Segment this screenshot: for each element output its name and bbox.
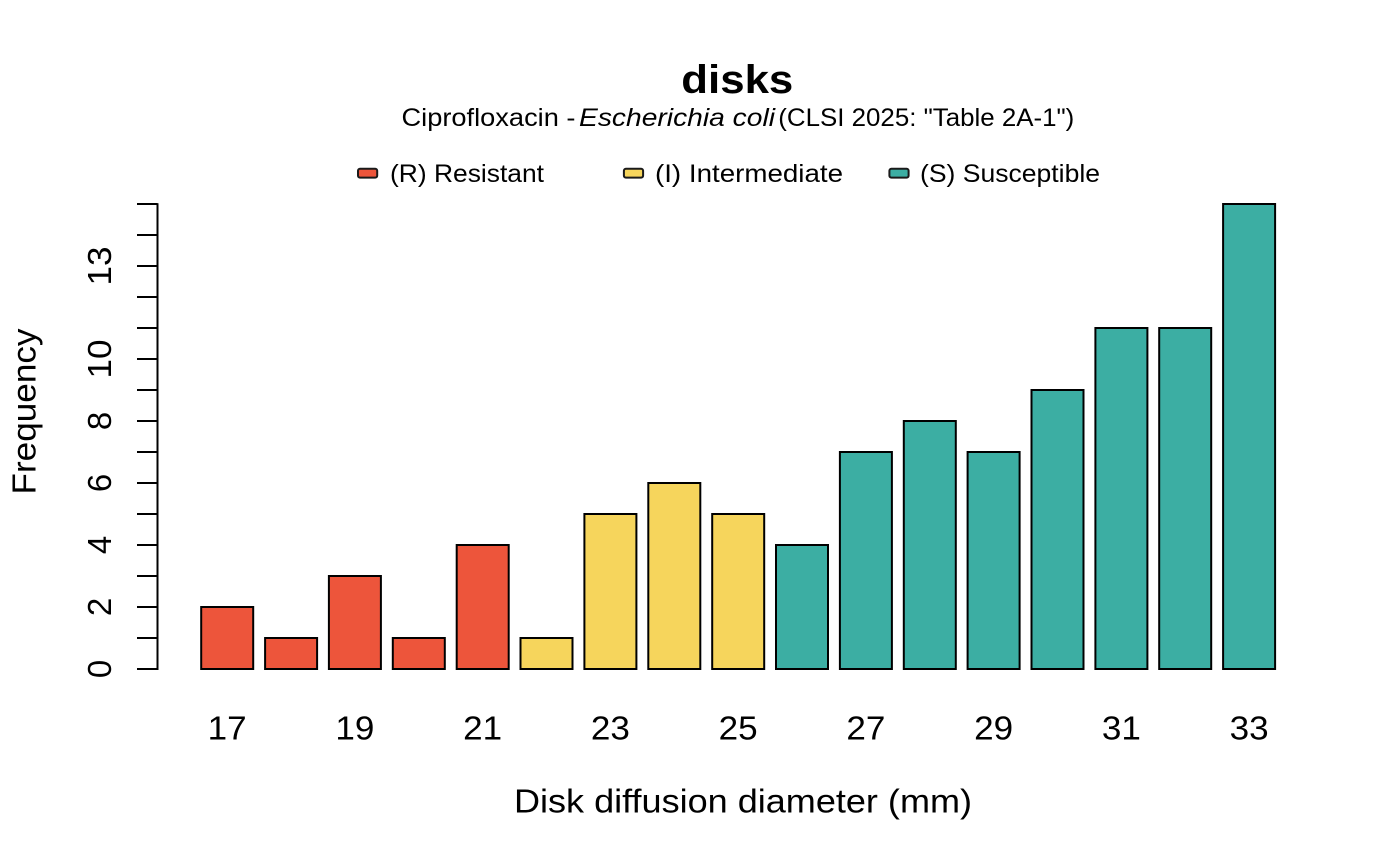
- svg-text:21: 21: [463, 709, 502, 746]
- svg-text:8: 8: [81, 412, 118, 430]
- svg-text:(S) Susceptible: (S) Susceptible: [920, 160, 1100, 188]
- svg-text:13: 13: [81, 247, 118, 286]
- svg-text:19: 19: [335, 709, 374, 746]
- svg-text:Disk diffusion diameter (mm): Disk diffusion diameter (mm): [514, 783, 972, 820]
- svg-text:6: 6: [81, 474, 118, 492]
- svg-text:Ciprofloxacin -: Ciprofloxacin -: [402, 104, 576, 132]
- svg-text:10: 10: [81, 340, 118, 379]
- svg-text:disks: disks: [681, 58, 793, 102]
- svg-text:31: 31: [1102, 709, 1141, 746]
- svg-text:33: 33: [1230, 709, 1269, 746]
- svg-text:Escherichia coli: Escherichia coli: [579, 104, 777, 132]
- svg-text:0: 0: [81, 660, 118, 678]
- svg-text:2: 2: [81, 598, 118, 616]
- svg-text:(CLSI 2025: "Table 2A-1"): (CLSI 2025: "Table 2A-1"): [778, 104, 1074, 132]
- svg-text:29: 29: [974, 709, 1013, 746]
- svg-text:(R) Resistant: (R) Resistant: [390, 160, 544, 188]
- svg-text:23: 23: [591, 709, 630, 746]
- svg-text:25: 25: [719, 709, 758, 746]
- svg-text:17: 17: [208, 709, 247, 746]
- svg-text:Frequency: Frequency: [6, 328, 43, 495]
- svg-text:(I) Intermediate: (I) Intermediate: [655, 160, 843, 188]
- svg-text:27: 27: [846, 709, 885, 746]
- svg-text:4: 4: [81, 536, 118, 554]
